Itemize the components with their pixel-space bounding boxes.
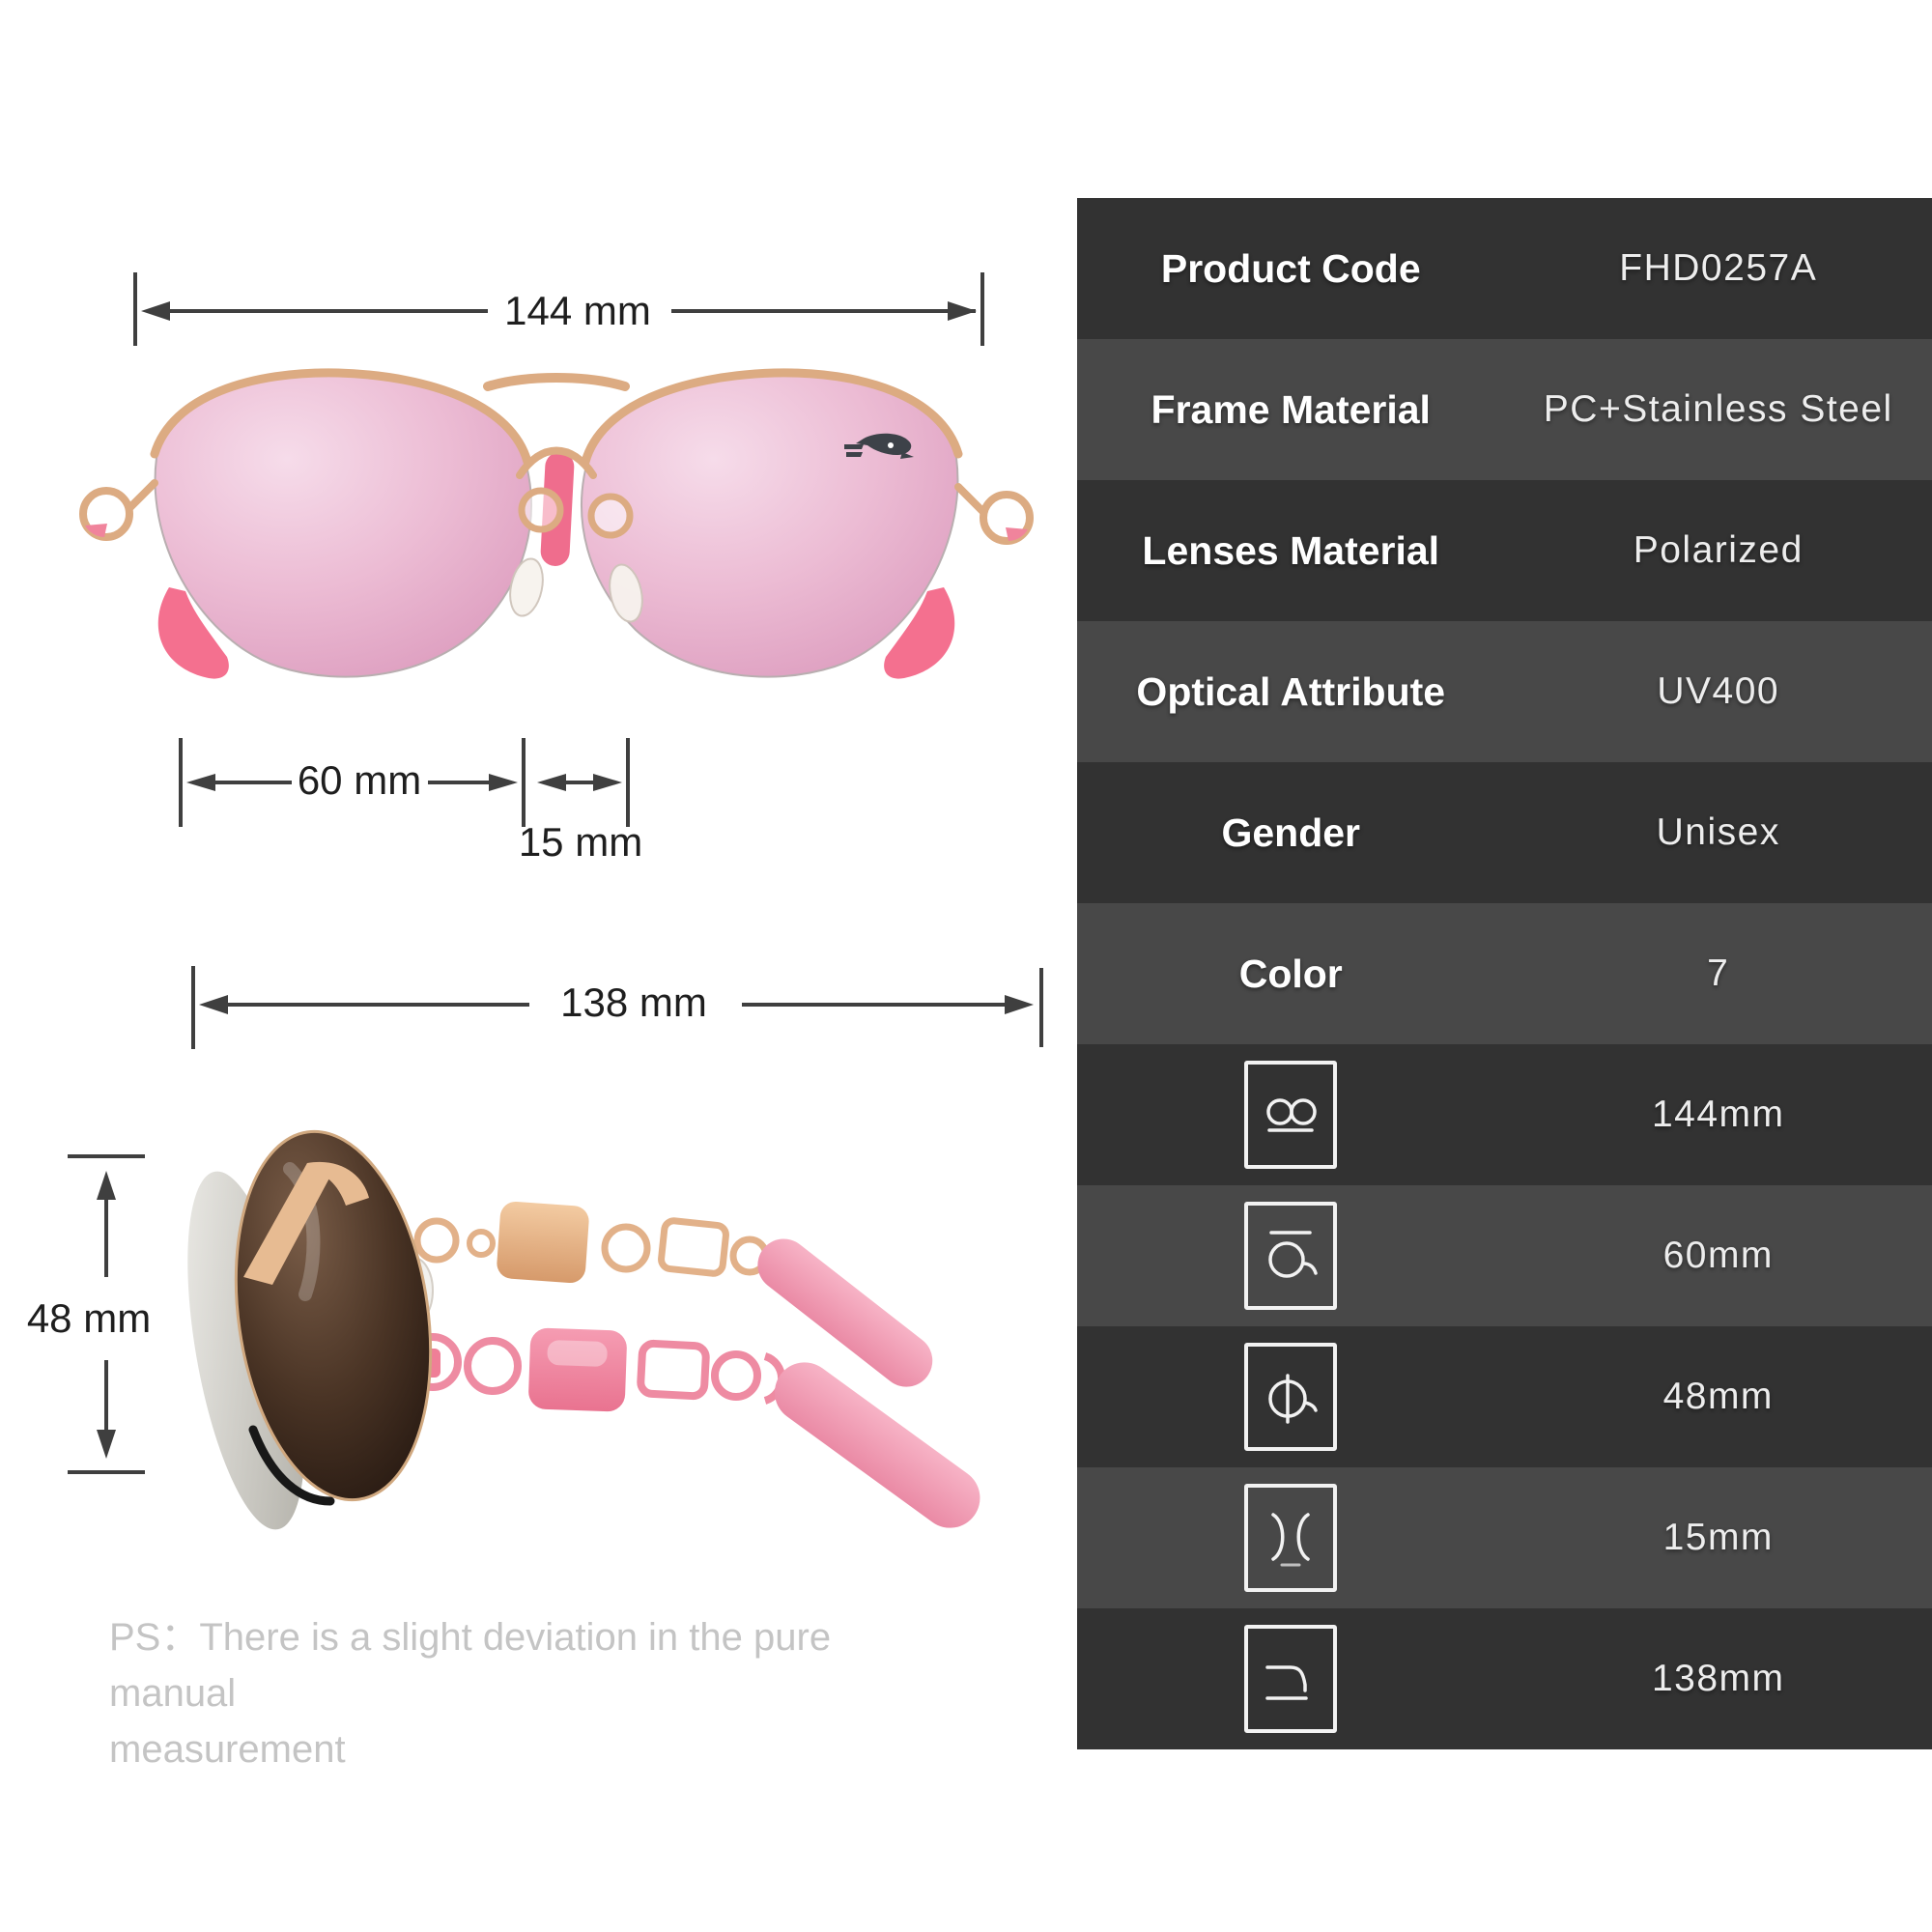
- seahawk-logo-icon: [844, 433, 914, 459]
- spec-value: 138mm: [1651, 1658, 1785, 1699]
- spec-label: Product Code: [1160, 245, 1421, 291]
- spec-row-lenses-material: Lenses Material Polarized: [1077, 480, 1932, 621]
- dim-label-bridge-width: 15 mm: [518, 819, 643, 865]
- spec-label: Gender: [1221, 810, 1361, 855]
- dim-label-lens-height: 48 mm: [26, 1295, 152, 1341]
- spec-row-gender: Gender Unisex: [1077, 762, 1932, 903]
- spec-value: 144mm: [1651, 1094, 1785, 1135]
- sunglasses-front-view: [79, 368, 1034, 679]
- measurement-note-line1: PS：There is a slight deviation in the pu…: [109, 1616, 832, 1715]
- spec-value: 15mm: [1662, 1517, 1774, 1558]
- spec-label: Optical Attribute: [1136, 668, 1446, 714]
- spec-row-frame-width: 144mm: [1077, 1044, 1932, 1185]
- dimension-138mm: [191, 966, 1043, 1049]
- temple-length-icon: [1244, 1625, 1338, 1733]
- spec-row-temple-length: 138mm: [1077, 1608, 1932, 1749]
- dimension-144mm: [133, 272, 984, 346]
- lens-height-icon: [1244, 1343, 1338, 1451]
- dim-label-total-width: 144 mm: [504, 288, 651, 333]
- spec-row-optical-attribute: Optical Attribute UV400: [1077, 621, 1932, 762]
- spec-value: Polarized: [1633, 529, 1804, 571]
- spec-row-color: Color 7: [1077, 903, 1932, 1044]
- frame-width-icon: [1244, 1061, 1338, 1169]
- dim-label-temple-length: 138 mm: [560, 980, 707, 1025]
- spec-row-lens-width: 60mm: [1077, 1185, 1932, 1326]
- spec-value: 60mm: [1662, 1235, 1774, 1276]
- spec-row-lens-height: 48mm: [1077, 1326, 1932, 1467]
- spec-value: FHD0257A: [1619, 247, 1818, 289]
- spec-label: Color: [1238, 951, 1343, 996]
- dimension-48mm: [68, 1154, 145, 1474]
- spec-value: PC+Stainless Steel: [1543, 388, 1893, 430]
- sunglasses-side-view: [187, 1129, 980, 1530]
- spec-label: Lenses Material: [1142, 527, 1440, 573]
- bridge-width-icon: [1244, 1484, 1338, 1592]
- spec-row-frame-material: Frame Material PC+Stainless Steel: [1077, 339, 1932, 480]
- spec-label: Frame Material: [1151, 386, 1431, 432]
- dimension-60mm-15mm: [179, 738, 630, 827]
- lens-width-icon: [1244, 1202, 1338, 1310]
- spec-value: 7: [1707, 952, 1730, 994]
- dim-label-lens-width: 60 mm: [297, 757, 422, 803]
- spec-value: UV400: [1657, 670, 1780, 712]
- measurement-note: PS：There is a slight deviation in the pu…: [109, 1609, 901, 1777]
- spec-value: Unisex: [1656, 811, 1780, 853]
- spec-row-product-code: Product Code FHD0257A: [1077, 198, 1932, 339]
- spec-table: Product Code FHD0257A Frame Material PC+…: [1077, 198, 1932, 1749]
- spec-row-bridge-width: 15mm: [1077, 1467, 1932, 1608]
- spec-value: 48mm: [1662, 1376, 1774, 1417]
- measurement-note-line2: measurement: [109, 1728, 346, 1771]
